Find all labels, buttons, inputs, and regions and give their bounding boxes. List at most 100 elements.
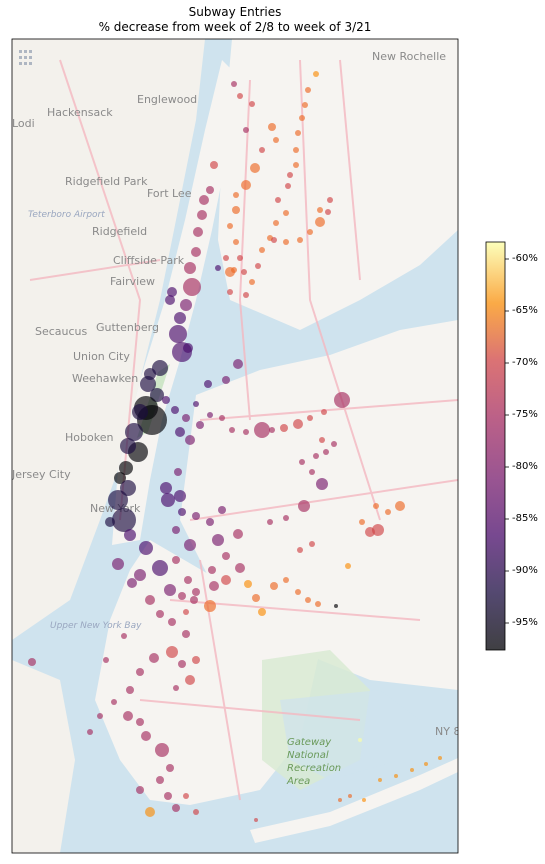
colorbar-tick-label: -60% <box>512 253 538 264</box>
station-bubble <box>178 592 186 600</box>
station-bubble <box>315 217 325 227</box>
station-bubble <box>164 792 172 800</box>
station-bubble <box>334 392 350 408</box>
station-bubble <box>192 512 200 520</box>
station-bubble <box>167 287 177 297</box>
basemap-label: NY 8 <box>435 725 460 738</box>
basemap-label: Secaucus <box>35 325 88 338</box>
station-bubble <box>183 793 189 799</box>
station-bubble <box>132 404 148 420</box>
station-bubble <box>283 577 289 583</box>
station-bubble <box>235 563 245 573</box>
station-bubble <box>283 515 289 521</box>
station-bubble <box>295 130 301 136</box>
station-bubble <box>120 438 136 454</box>
station-bubble <box>237 255 243 261</box>
station-bubble <box>114 472 126 484</box>
station-bubble <box>182 414 190 422</box>
station-bubble <box>297 237 303 243</box>
station-bubble <box>222 552 230 560</box>
station-bubble <box>293 147 299 153</box>
station-bubble <box>271 237 277 243</box>
station-bubble <box>172 556 180 564</box>
station-bubble <box>180 299 192 311</box>
station-bubble <box>134 569 146 581</box>
basemap-label: Englewood <box>137 93 197 106</box>
station-bubble <box>221 575 231 585</box>
colorbar-tick-label: -90% <box>512 565 538 576</box>
station-bubble <box>227 289 233 295</box>
station-bubble <box>273 220 279 226</box>
station-bubble <box>152 360 168 376</box>
station-bubble <box>313 71 319 77</box>
station-bubble <box>207 412 213 418</box>
station-bubble <box>136 786 144 794</box>
station-bubble <box>160 482 172 494</box>
station-bubble <box>192 656 200 664</box>
station-bubble <box>212 534 224 546</box>
station-bubble <box>229 427 235 433</box>
basemap-label: Ridgefield Park <box>65 175 148 188</box>
station-bubble <box>174 468 182 476</box>
station-bubble <box>103 657 109 663</box>
station-bubble <box>316 478 328 490</box>
station-bubble <box>378 778 382 782</box>
station-bubble <box>184 576 192 584</box>
station-bubble <box>313 453 319 459</box>
station-bubble <box>269 427 275 433</box>
station-bubble <box>145 595 155 605</box>
station-bubble <box>121 633 127 639</box>
station-bubble <box>183 278 201 296</box>
station-bubble <box>295 589 301 595</box>
station-bubble <box>241 180 251 190</box>
basemap-label: Fort Lee <box>147 187 192 200</box>
station-bubble <box>302 102 308 108</box>
station-bubble <box>225 267 235 277</box>
colorbar-tick-label: -75% <box>512 409 538 420</box>
station-bubble <box>166 646 178 658</box>
station-bubble <box>273 137 279 143</box>
station-bubble <box>233 529 243 539</box>
basemap-label: Ridgefield <box>92 225 147 238</box>
station-bubble <box>206 518 214 526</box>
chart-subtitle: % decrease from week of 2/8 to week of 3… <box>98 20 372 34</box>
station-bubble <box>307 415 313 421</box>
station-bubble <box>252 594 260 602</box>
station-bubble <box>185 675 195 685</box>
station-bubble <box>362 798 366 802</box>
station-bubble <box>190 596 198 604</box>
station-bubble <box>319 437 325 443</box>
station-bubble <box>227 223 233 229</box>
basemap-label: New Rochelle <box>372 50 446 63</box>
station-bubble <box>169 325 187 343</box>
station-bubble <box>119 461 133 475</box>
basemap-label: Hackensack <box>47 106 113 119</box>
station-bubble <box>394 774 398 778</box>
basemap-label: Upper New York Bay <box>50 621 142 631</box>
station-bubble <box>275 197 281 203</box>
colorbar-tick-label: -70% <box>512 357 538 368</box>
station-bubble <box>218 506 226 514</box>
station-bubble <box>156 610 164 618</box>
station-bubble <box>267 519 273 525</box>
station-bubble <box>254 818 258 822</box>
station-bubble <box>338 798 342 802</box>
station-bubble <box>268 123 276 131</box>
station-bubble <box>233 359 243 369</box>
station-bubble <box>250 163 260 173</box>
station-bubble <box>255 263 261 269</box>
station-bubble <box>232 206 240 214</box>
station-bubble <box>249 101 255 107</box>
basemap: New Rochelle Hackensack Englewood Lodi Ridge… <box>12 39 460 853</box>
station-bubble <box>199 195 209 205</box>
station-bubble <box>174 490 186 502</box>
station-bubble <box>219 415 225 421</box>
station-bubble <box>145 807 155 817</box>
station-bubble <box>183 609 189 615</box>
station-bubble <box>168 618 176 626</box>
station-bubble <box>204 600 216 612</box>
station-bubble <box>178 508 186 516</box>
station-bubble <box>345 563 351 569</box>
station-bubble <box>259 247 265 253</box>
